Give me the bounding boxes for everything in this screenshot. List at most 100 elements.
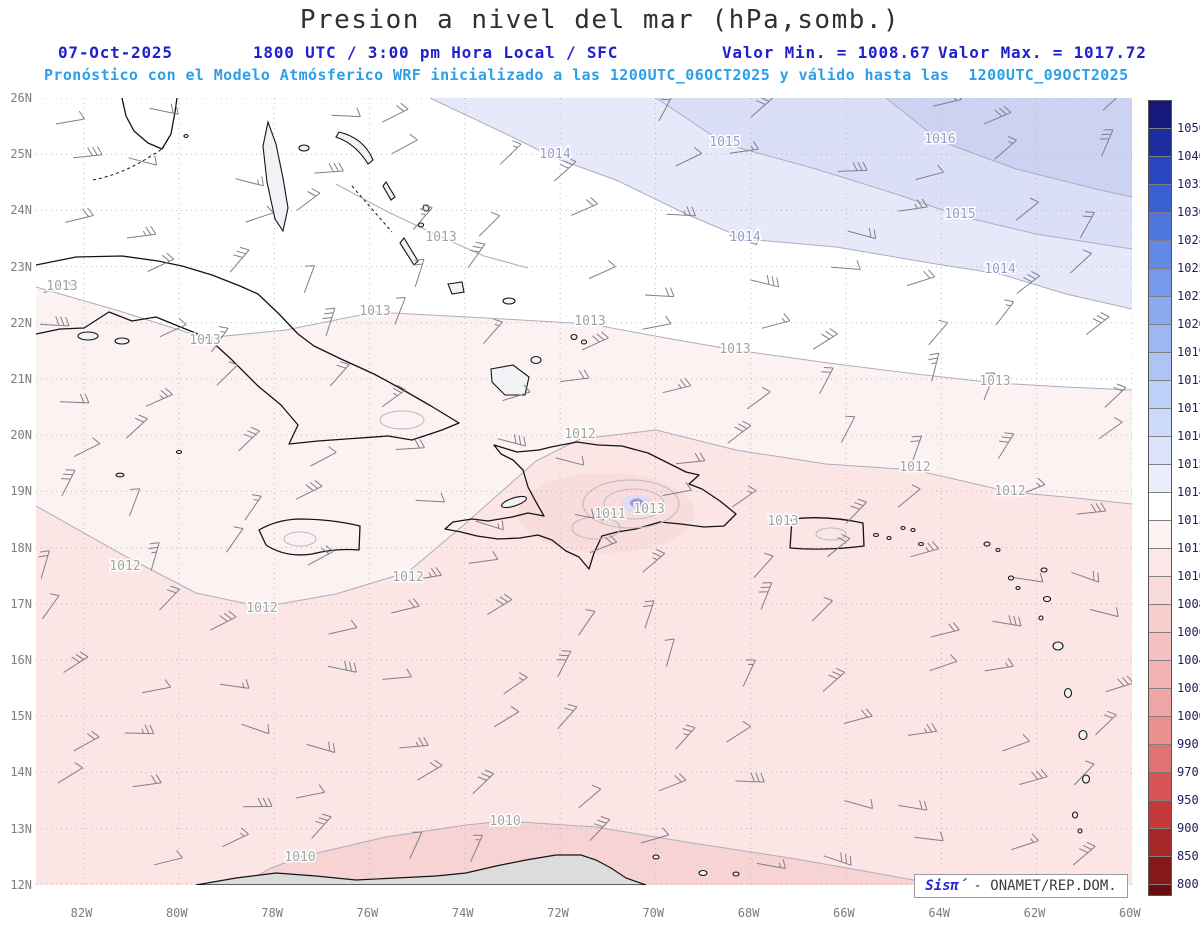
wind-barb [644,287,675,298]
wind-barb [750,98,774,118]
wind-barb [928,352,940,382]
wind-barb [822,667,846,692]
coast-exuma-cays [351,185,393,233]
contour-label: 1014 [539,147,570,162]
wind-barb [726,720,752,743]
lat-label: 15N [10,709,32,724]
colorbar-tick: 1025 [1177,261,1200,275]
wind-barb [983,372,996,401]
wind-barb [296,188,321,211]
contour-label: 1011 [594,507,625,522]
colorbar-tick: 1030 [1177,205,1200,219]
wind-barb [995,299,1014,326]
contour-label: 1012 [899,460,930,475]
wind-barb [997,432,1015,459]
wind-barb [1099,129,1114,157]
wind-barb [1102,98,1118,111]
colorbar-tick: 950 [1177,793,1199,807]
wind-barb [296,784,326,799]
isobar-1013 [36,286,1132,391]
wind-barb [399,736,429,749]
wind-barb [675,452,706,465]
wind-barb [329,361,350,387]
coast-florida-keys [92,146,165,181]
island-little-inagua [530,355,542,365]
lon-label: 70W [642,906,665,920]
wind-barb [1085,312,1110,335]
island-canarreos-cays [77,331,99,341]
wind-barb [229,246,250,273]
island-cayman-brac [175,449,183,455]
wind-barb [415,492,446,503]
wind-barb [132,774,162,788]
wind-barb [812,328,838,350]
coast-south-america [195,854,647,885]
wind-barb [588,260,616,279]
wind-barb [735,772,765,783]
contour-label: 1015 [709,135,740,150]
wind-barb [984,105,1012,125]
island-vieques [872,532,880,538]
contour-label: 1013 [189,333,220,348]
wind-barb [244,494,262,521]
wind-barb [126,225,157,239]
wind-barb [416,759,443,781]
colorbar-cell [1149,465,1171,493]
island-st-barth [995,547,1001,553]
colorbar-cell [1149,633,1171,661]
island-virgin-2 [910,527,916,533]
wind-barb [746,386,771,410]
wind-barb [303,265,315,293]
wind-barb [1016,270,1041,294]
island-bimini [183,133,189,139]
wind-barb [470,834,483,862]
wind-barb [154,850,183,866]
wind-barb [486,593,513,616]
wind-barb [1079,211,1095,239]
island-gonave [501,495,527,509]
wind-barb [929,654,958,672]
watermark-org: - ONAMET/REP.DOM. [973,878,1117,894]
lon-label: 64W [928,906,951,920]
colorbar-tick: 1000 [1177,709,1200,723]
coast-jamaica [258,518,361,556]
wind-barb [467,241,486,268]
coast-puerto-rico [789,517,865,550]
valid-time: 1800 UTC / 3:00 pm Hora Local / SFC [253,43,619,62]
wind-barb [129,488,141,517]
wind-barb [662,482,692,496]
colorbar-cell [1149,213,1171,241]
colorbar-cell [1149,801,1171,829]
wind-barb [216,361,238,386]
wind-barb [578,609,596,636]
wind-barb [840,415,856,443]
isobar-1015 [655,98,1132,250]
wind-barb [497,434,526,447]
isobar-1013-upper [335,183,529,269]
lat-label: 26N [10,91,32,105]
wind-barb [322,307,336,336]
colorbar-cell [1149,353,1171,381]
wind-barb [412,204,433,230]
lon-label: 72W [547,906,569,920]
lat-label: 22N [10,315,32,330]
wind-barb [222,827,249,848]
colorbar-cell [1149,185,1171,213]
wind-barb [556,650,572,678]
lon-label: 82W [70,906,93,920]
wind-barb [727,420,752,444]
wind-barb [910,435,922,464]
wind-barb [1105,675,1132,693]
local-pressure-features [283,410,847,547]
wind-barb [55,110,86,125]
wind-barb [915,164,944,181]
lat-label: 14N [10,765,32,780]
island-cays-south-cuba [114,337,130,345]
colorbar-tick: 1015 [1177,457,1200,471]
colorbar-tick: 1018 [1177,373,1200,387]
wind-barb [758,582,773,610]
island-nevis [1015,585,1021,591]
wind-barb [1089,607,1119,618]
wind-barb [210,610,237,631]
wind-barb [241,723,270,735]
